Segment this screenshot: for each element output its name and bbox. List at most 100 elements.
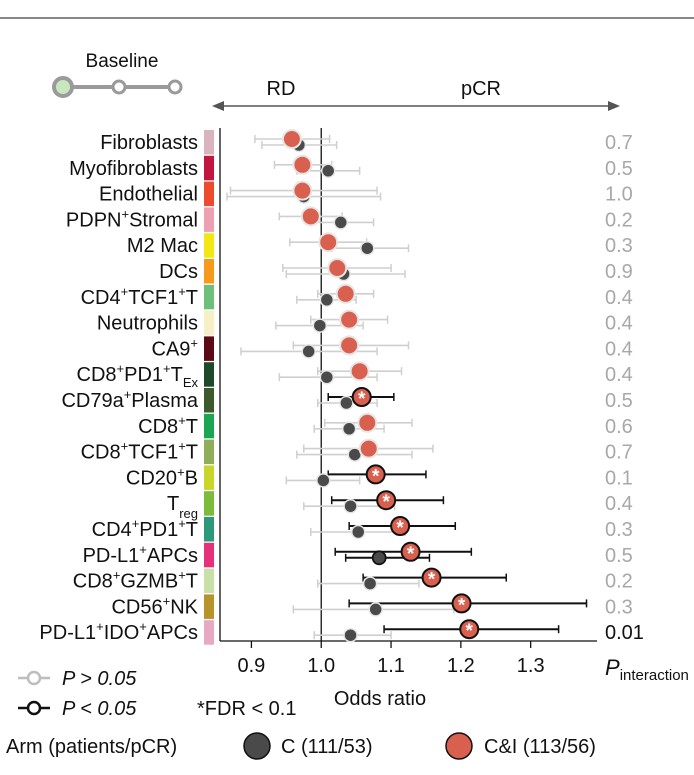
forest-row: CA9+ 0.4 (152, 335, 633, 361)
row-label-tail: PD1 (139, 519, 178, 541)
row-label-tail-sup: + (178, 284, 186, 299)
ci-arm-point (357, 412, 378, 433)
forest-row: CD8+GZMB+T * 0.2 (73, 567, 633, 594)
p-interaction-value: 0.5 (605, 390, 633, 412)
row-label: M2 Mac (127, 235, 198, 257)
row-label-tail: APCs (147, 545, 198, 567)
x-tick-label: 1.3 (517, 655, 545, 677)
x-tick-label: 1.2 (447, 655, 475, 677)
forest-row: CD4+PD1+T * 0.3 (92, 516, 633, 542)
c-arm-point (320, 163, 336, 179)
fdr-asterisk: * (466, 621, 474, 642)
row-label-text: CD8 (138, 416, 178, 438)
row-label-text: T (167, 493, 179, 515)
fdr-asterisk: * (358, 389, 366, 410)
row-label-sub: reg (179, 506, 198, 521)
row-label-sup: + (132, 516, 140, 531)
row-label-text: PD-L1 (83, 545, 140, 567)
ci-arm-point (327, 258, 348, 278)
row-label-tail: Plasma (131, 390, 199, 412)
row-label-tail2: T (186, 519, 198, 541)
p-interaction-value: 0.4 (605, 287, 633, 309)
row-label: CD4+TCF1+T (81, 284, 198, 309)
fdr-asterisk: * (372, 466, 380, 487)
row-swatch (204, 181, 214, 207)
row-label-tail2: T (171, 364, 183, 386)
row-label: Myofibroblasts (69, 158, 198, 180)
forest-row: CD8+T 0.6 (138, 412, 633, 439)
forest-row: Neutrophils 0.4 (97, 309, 633, 336)
row-label: Neutrophils (97, 313, 198, 335)
row-label-text: Neutrophils (97, 313, 198, 335)
row-label-text: DCs (159, 261, 198, 283)
p-interaction-value: 0.5 (605, 545, 633, 567)
row-swatch (204, 233, 214, 258)
row-label: DCs (159, 261, 198, 283)
row-label-tail2: T (186, 442, 198, 464)
row-label-sup: + (178, 413, 186, 428)
row-label-tail-sup: + (139, 619, 147, 634)
c-arm-point (316, 473, 331, 488)
row-swatch (204, 594, 214, 619)
row-label: CD8+GZMB+T (73, 568, 198, 593)
ci-arm-point (400, 541, 421, 562)
legend-arm-ci-label: C&I (113/56) (484, 736, 596, 758)
c-arm-point (301, 344, 316, 359)
row-label-text: CD8 (73, 571, 113, 593)
p-interaction-value: 0.4 (605, 338, 633, 360)
legend-p-lt-label: P < 0.05 (62, 698, 137, 720)
row-label-tail: NK (170, 596, 198, 618)
row-swatch (204, 130, 214, 155)
ci-arm-point (339, 309, 360, 330)
p-interaction-value: 0.5 (605, 158, 633, 180)
row-label-tail2: T (186, 287, 198, 309)
row-swatch (204, 336, 214, 361)
fdr-asterisk: * (396, 518, 404, 539)
row-label-tail-sup: + (178, 516, 186, 531)
forest-row: CD4+TCF1+T 0.4 (81, 283, 633, 310)
row-label: CD20+B (126, 464, 198, 489)
forest-row: PD-L1+IDO+APCs * 0.01 (39, 619, 644, 645)
legend-arm-c-marker (243, 732, 271, 760)
row-label-tail: IDO (104, 622, 140, 644)
row-label-sup: + (190, 335, 198, 350)
forest-row: PD-L1+APCs * 0.5 (83, 541, 633, 568)
row-label: CD8+T (138, 413, 198, 438)
row-label: CA9+ (152, 335, 199, 360)
x-tick-label: 1.0 (307, 655, 335, 677)
row-label-text: CA9 (152, 338, 191, 360)
row-label-tail: TCF1 (128, 287, 178, 309)
ci-arm-point (451, 593, 472, 614)
row-swatch (204, 491, 214, 516)
forest-row: CD8+TCF1+T 0.7 (81, 438, 633, 465)
forest-row: Myofibroblasts 0.5 (69, 154, 633, 181)
row-label-tail: T (186, 416, 198, 438)
p-interaction-value: 0.2 (605, 209, 633, 231)
row-label-text: Endothelial (99, 184, 198, 206)
row-label: CD8+TCF1+T (81, 439, 198, 464)
ci-arm-point (351, 387, 372, 407)
row-label-tail: TCF1 (128, 442, 178, 464)
c-arm-point (343, 627, 358, 643)
p-interaction-value: 0.3 (605, 519, 633, 541)
row-swatch (204, 413, 214, 439)
row-label: PD-L1+IDO+APCs (39, 619, 198, 644)
row-label-sup: + (139, 542, 147, 557)
c-arm-point (368, 602, 383, 617)
row-label-tail2-sub: Ex (183, 375, 199, 390)
row-swatch (204, 620, 214, 645)
c-arm-point (360, 240, 375, 256)
row-label-text: M2 Mac (127, 235, 198, 257)
c-arm-point (319, 292, 335, 308)
ci-arm-point (358, 438, 379, 459)
row-label-tail: Stromal (129, 209, 198, 231)
row-label-text: Myofibroblasts (69, 158, 198, 180)
row-swatch (204, 388, 214, 413)
forest-row: DCs 0.9 (159, 258, 633, 284)
forest-row: CD8+PD1+TEx 0.4 (77, 361, 633, 390)
row-label-sup: + (96, 619, 104, 634)
fdr-asterisk: * (382, 492, 390, 513)
row-label-text: CD56 (111, 596, 162, 618)
